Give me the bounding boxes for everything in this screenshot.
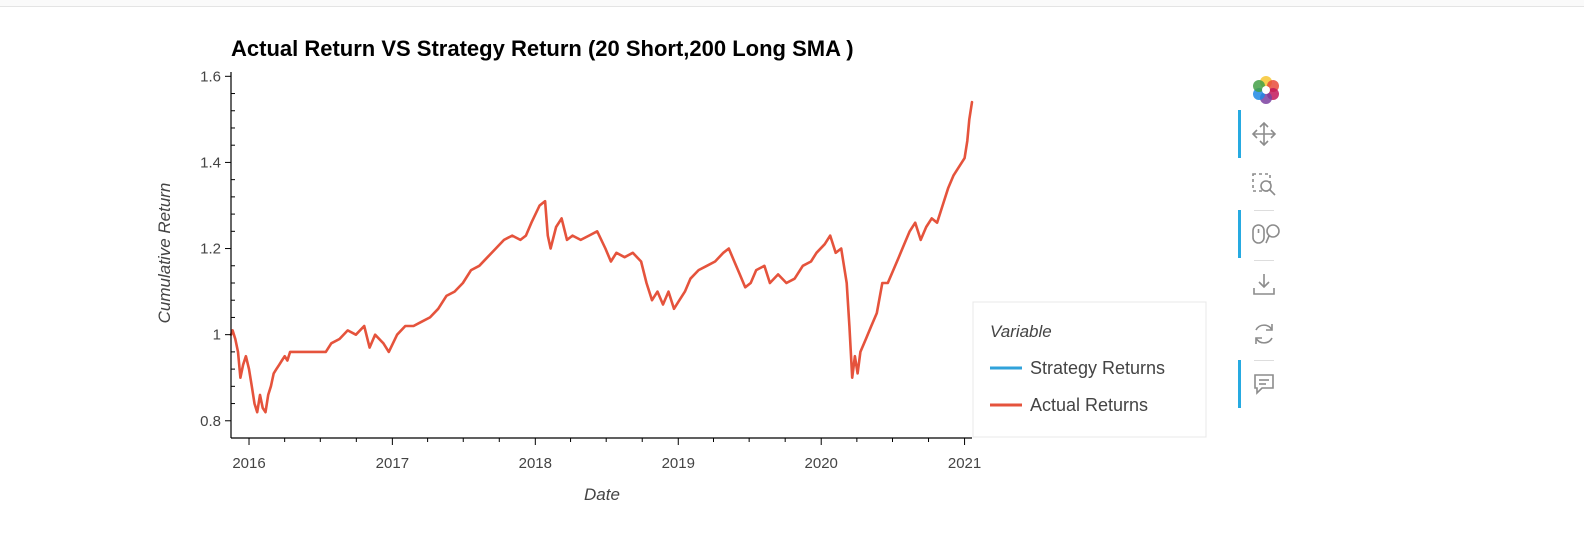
y-tick-label: 0.8 xyxy=(200,413,221,430)
y-tick-label: 1.6 xyxy=(200,68,221,85)
pan-icon xyxy=(1251,121,1277,147)
hover-tool-button[interactable] xyxy=(1236,360,1292,408)
series-line-actual-returns xyxy=(229,100,974,414)
wheel-zoom-icon xyxy=(1252,224,1280,244)
legend-item-strategy-returns[interactable]: Strategy Returns xyxy=(990,358,1165,378)
legend-title: Variable xyxy=(990,322,1052,341)
legend: Variable Strategy Returns Actual Returns xyxy=(972,301,1207,438)
x-tick-label: 2020 xyxy=(805,455,838,472)
toolbar-separator xyxy=(1254,360,1274,361)
x-tick-label: 2018 xyxy=(519,455,552,472)
toolbar-separator xyxy=(1254,210,1274,211)
x-tick-label: 2021 xyxy=(948,455,981,472)
chart-toolbar xyxy=(1236,64,1292,414)
y-axis: 0.8 1 1.2 1.4 1.6 xyxy=(200,68,235,438)
plot-area[interactable] xyxy=(229,72,974,438)
legend-item-actual-returns[interactable]: Actual Returns xyxy=(990,395,1148,415)
pan-tool-button[interactable] xyxy=(1236,110,1292,158)
plot-background xyxy=(231,72,972,438)
top-border xyxy=(0,0,1584,7)
y-axis-label: Cumulative Return xyxy=(155,183,174,324)
bokeh-logo-icon xyxy=(1253,76,1279,104)
x-axis-label: Date xyxy=(584,485,620,504)
x-tick-label: 2017 xyxy=(376,455,409,472)
series-layer xyxy=(229,100,974,414)
x-tick-label: 2019 xyxy=(662,455,695,472)
legend-label-actual-returns: Actual Returns xyxy=(1030,395,1148,415)
save-tool-button[interactable] xyxy=(1236,260,1292,308)
x-tick-label: 2016 xyxy=(232,455,265,472)
toolbar-separator xyxy=(1254,260,1274,261)
legend-label-strategy-returns: Strategy Returns xyxy=(1030,358,1165,378)
hover-icon xyxy=(1254,374,1274,395)
box-zoom-tool-button[interactable] xyxy=(1236,160,1292,208)
reset-icon xyxy=(1255,324,1273,344)
bokeh-logo[interactable] xyxy=(1236,64,1292,112)
box-zoom-icon xyxy=(1252,173,1276,196)
reset-tool-button[interactable] xyxy=(1236,310,1292,358)
chart-title: Actual Return VS Strategy Return (20 Sho… xyxy=(231,36,854,61)
save-icon xyxy=(1253,274,1275,295)
y-tick-label: 1 xyxy=(213,327,221,344)
y-tick-label: 1.2 xyxy=(200,241,221,258)
y-tick-label: 1.4 xyxy=(200,154,221,171)
wheel-zoom-tool-button[interactable] xyxy=(1236,210,1292,258)
x-axis: 2016 2017 2018 2019 2020 2021 xyxy=(231,437,981,472)
